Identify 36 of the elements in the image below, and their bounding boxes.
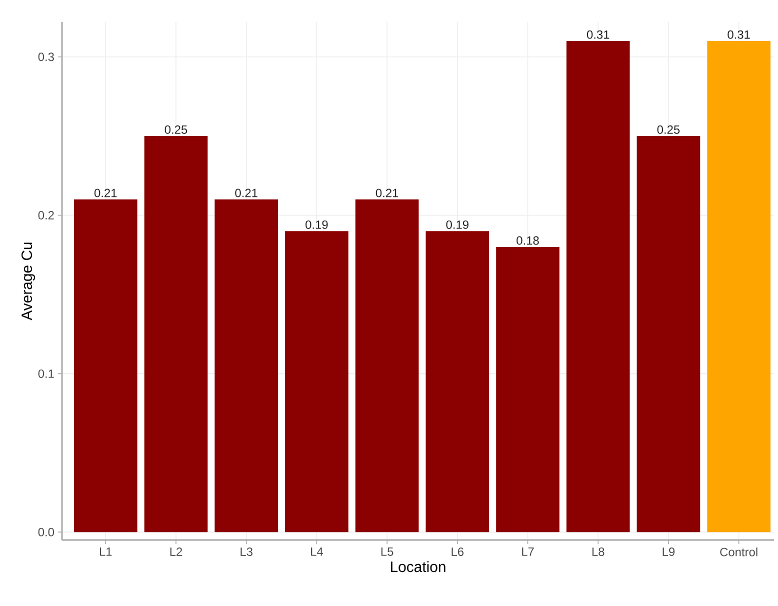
y-tick-label: 0.3 [38,52,54,62]
bar [636,136,700,532]
bar [426,231,490,532]
bar [707,41,770,532]
y-axis-title: Average Cu [21,242,36,320]
x-tick-label: Control [720,548,758,556]
data-label: 0.25 [657,125,680,134]
data-label: 0.21 [235,188,258,198]
x-tick-label: L6 [452,548,464,556]
bar [74,199,138,532]
x-tick-label: L5 [381,548,394,556]
x-tick-label: L7 [522,548,534,556]
bar [496,246,560,532]
x-axis-title: Location [390,561,446,572]
x-tick-label: L9 [662,548,675,556]
data-label: 0.21 [94,188,117,198]
data-label: 0.25 [164,125,188,134]
x-tick-label: L8 [592,548,604,556]
data-label: 0.18 [516,236,539,245]
bar [285,231,348,532]
bar [214,199,278,532]
y-tick-label: 0.1 [38,369,54,378]
data-label: 0.21 [376,188,398,198]
x-tick-label: L4 [311,548,323,556]
y-tick-label: 0.0 [38,528,54,536]
bar [144,136,208,532]
data-label: 0.31 [728,30,750,39]
data-label: 0.19 [446,220,468,229]
x-tick-label: L3 [240,548,252,556]
y-tick-label: 0.2 [38,211,54,220]
data-label: 0.31 [586,30,610,39]
x-tick-label: L2 [170,548,182,556]
data-label: 0.19 [306,220,328,229]
bar [355,199,419,532]
bar [566,41,630,532]
x-tick-label: L1 [100,548,112,556]
